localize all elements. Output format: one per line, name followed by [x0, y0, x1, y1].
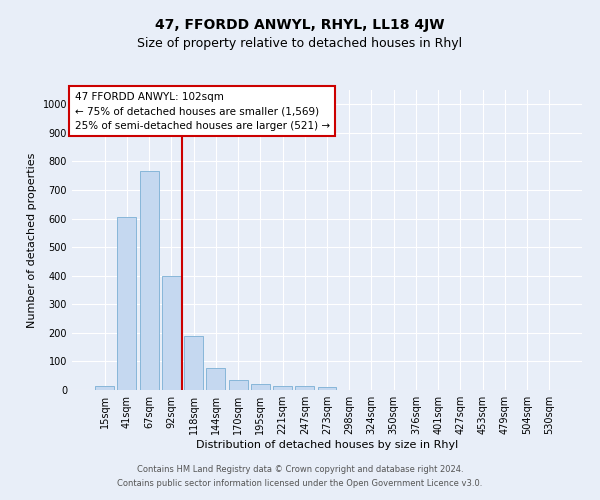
Y-axis label: Number of detached properties: Number of detached properties	[27, 152, 37, 328]
Text: Size of property relative to detached houses in Rhyl: Size of property relative to detached ho…	[137, 38, 463, 51]
Bar	[140, 172, 158, 390]
Text: 47, FFORDD ANWYL, RHYL, LL18 4JW: 47, FFORDD ANWYL, RHYL, LL18 4JW	[155, 18, 445, 32]
Bar	[295, 386, 314, 390]
Text: 47 FFORDD ANWYL: 102sqm
← 75% of detached houses are smaller (1,569)
25% of semi: 47 FFORDD ANWYL: 102sqm ← 75% of detache…	[74, 92, 329, 131]
Bar	[317, 387, 337, 390]
Bar	[273, 386, 292, 390]
Bar	[206, 368, 225, 390]
Bar	[95, 386, 114, 390]
Bar	[162, 276, 181, 390]
X-axis label: Distribution of detached houses by size in Rhyl: Distribution of detached houses by size …	[196, 440, 458, 450]
Text: Contains HM Land Registry data © Crown copyright and database right 2024.
Contai: Contains HM Land Registry data © Crown c…	[118, 466, 482, 487]
Bar	[184, 336, 203, 390]
Bar	[118, 217, 136, 390]
Bar	[251, 384, 270, 390]
Bar	[229, 380, 248, 390]
